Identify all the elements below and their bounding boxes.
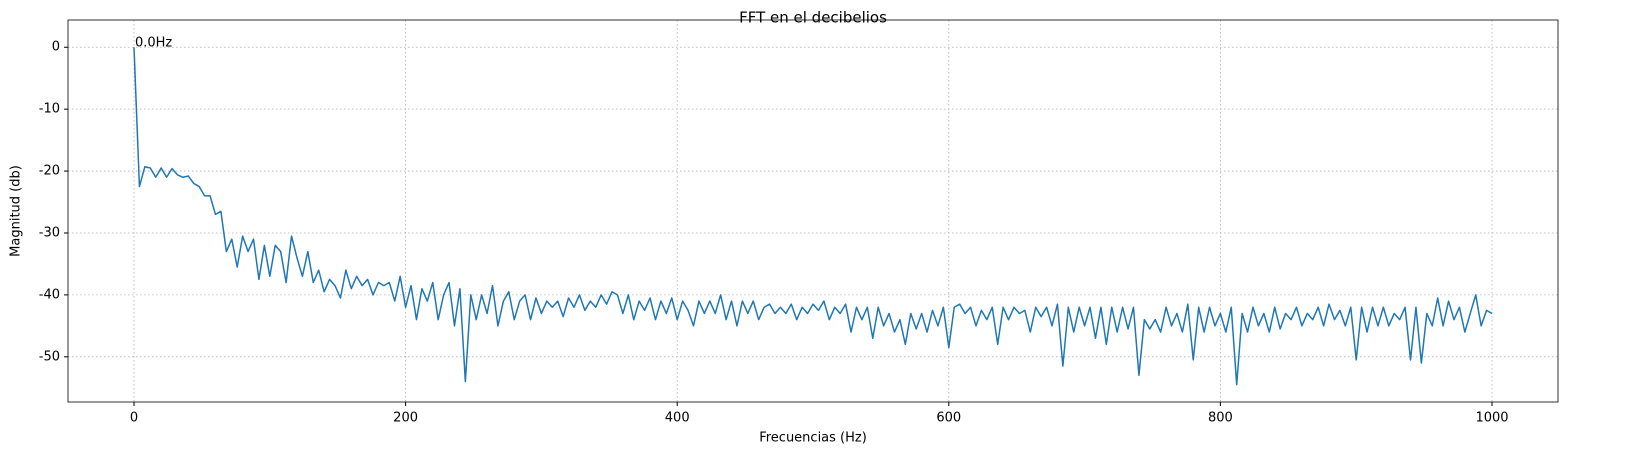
y-tick-label: -30 [39,225,60,240]
y-tick-label: 0 [52,40,60,55]
plot-frame [67,19,1559,403]
x-tick-label: 0 [130,411,138,426]
y-tick-label: -40 [39,287,60,302]
x-tick-label: 200 [393,411,418,426]
annotation: 0.0Hz [135,36,172,51]
y-tick-label: -10 [39,102,60,117]
x-tick-label: 400 [665,411,690,426]
x-axis-label: Frecuencias (Hz) [759,431,867,446]
y-axis-label: Magnitud (db) [9,165,24,257]
y-tick-label: -50 [39,349,60,364]
x-tick-label: 600 [936,411,961,426]
chart-title: FFT en el decibelios [739,9,887,27]
y-tick-label: -20 [39,164,60,179]
data-line [133,47,1493,386]
x-tick-label: 1000 [1475,411,1508,426]
x-tick-label: 800 [1208,411,1233,426]
